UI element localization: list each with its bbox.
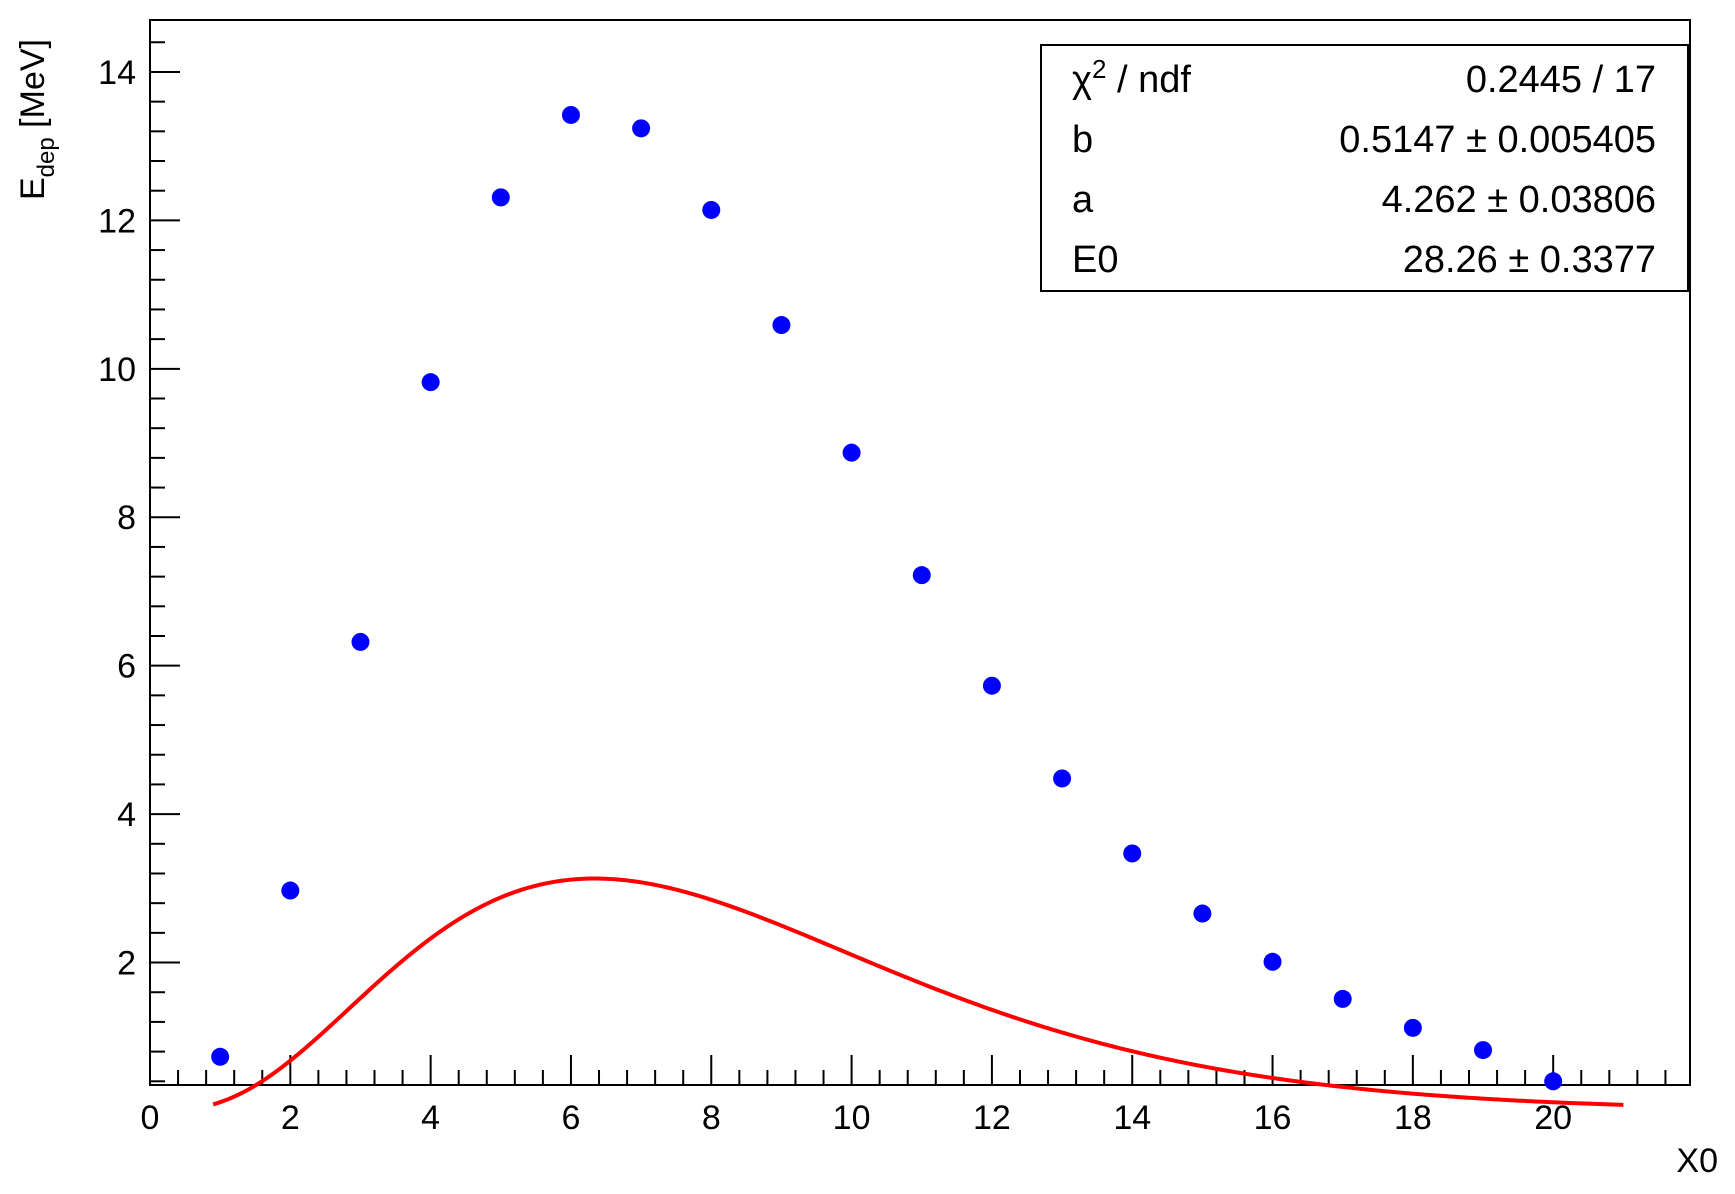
data-point [1193, 904, 1212, 923]
y-axis-title-base: E [14, 177, 52, 200]
data-point [632, 119, 651, 138]
x-axis-tick-labels: 0 2 4 6 8 10 12 14 16 18 20 [141, 1099, 1573, 1137]
data-point [842, 443, 861, 462]
data-point [702, 200, 721, 219]
stats-label-chi2: χ2 / ndf [1072, 54, 1191, 101]
y-axis-title: Edep [MeV] [14, 39, 60, 200]
data-point [1403, 1018, 1422, 1037]
x-axis-ticks [149, 1055, 1667, 1085]
stats-label-e0: E0 [1072, 239, 1118, 281]
stats-chi-symbol: χ [1072, 59, 1092, 101]
data-point [351, 632, 370, 651]
data-points [211, 105, 1563, 1091]
stats-label-b: b [1072, 119, 1093, 161]
stats-label-a: a [1072, 179, 1094, 221]
stats-ndf-text: / ndf [1106, 59, 1191, 101]
data-point [772, 316, 791, 335]
y-axis-ticks [150, 41, 180, 1083]
data-point [1053, 769, 1072, 788]
y-tick-label: 6 [117, 648, 136, 686]
y-tick-label: 10 [98, 351, 136, 389]
y-tick-label: 14 [98, 54, 136, 92]
data-point [281, 881, 300, 900]
x-tick-label: 4 [421, 1099, 440, 1137]
data-point [1263, 952, 1282, 971]
data-point [1544, 1072, 1563, 1091]
y-tick-label: 4 [117, 796, 136, 834]
x-tick-label: 16 [1254, 1099, 1292, 1137]
y-tick-label: 8 [117, 499, 136, 537]
data-point [1123, 844, 1142, 863]
fit-curve [212, 876, 1624, 1107]
x-tick-label: 20 [1534, 1099, 1572, 1137]
x-tick-label: 14 [1113, 1099, 1151, 1137]
data-point [211, 1047, 230, 1066]
data-point [421, 373, 440, 392]
y-axis-title-subscript: dep [33, 137, 60, 177]
x-tick-label: 10 [833, 1099, 871, 1137]
stats-box: χ2 / ndf 0.2445 / 17 b 0.5147 ± 0.005405… [1040, 44, 1689, 292]
y-axis-tick-labels: 2 4 6 8 10 12 14 [98, 54, 136, 983]
x-tick-label: 18 [1394, 1099, 1432, 1137]
stats-chi-superscript: 2 [1092, 54, 1106, 84]
data-point [491, 188, 510, 207]
data-point [1333, 989, 1352, 1008]
x-tick-label: 12 [973, 1099, 1011, 1137]
stats-value-a: 4.262 ± 0.03806 [1382, 179, 1656, 221]
data-point [561, 105, 580, 124]
plot-frame [149, 19, 1691, 1086]
y-tick-label: 12 [98, 202, 136, 240]
x-tick-label: 0 [141, 1099, 160, 1137]
x-tick-label: 6 [561, 1099, 580, 1137]
stats-value-chi2: 0.2445 / 17 [1466, 59, 1656, 101]
stats-value-b: 0.5147 ± 0.005405 [1339, 119, 1656, 161]
x-tick-label: 8 [702, 1099, 721, 1137]
data-point [982, 676, 1001, 695]
y-tick-label: 2 [117, 945, 136, 983]
data-point [912, 566, 931, 585]
data-point [1474, 1041, 1493, 1060]
x-axis-title: X0 [1676, 1142, 1718, 1180]
stats-value-e0: 28.26 ± 0.3377 [1403, 239, 1656, 281]
x-tick-label: 2 [281, 1099, 300, 1137]
y-axis-title-unit: [MeV] [14, 39, 52, 128]
stats-box-frame [1040, 44, 1689, 292]
